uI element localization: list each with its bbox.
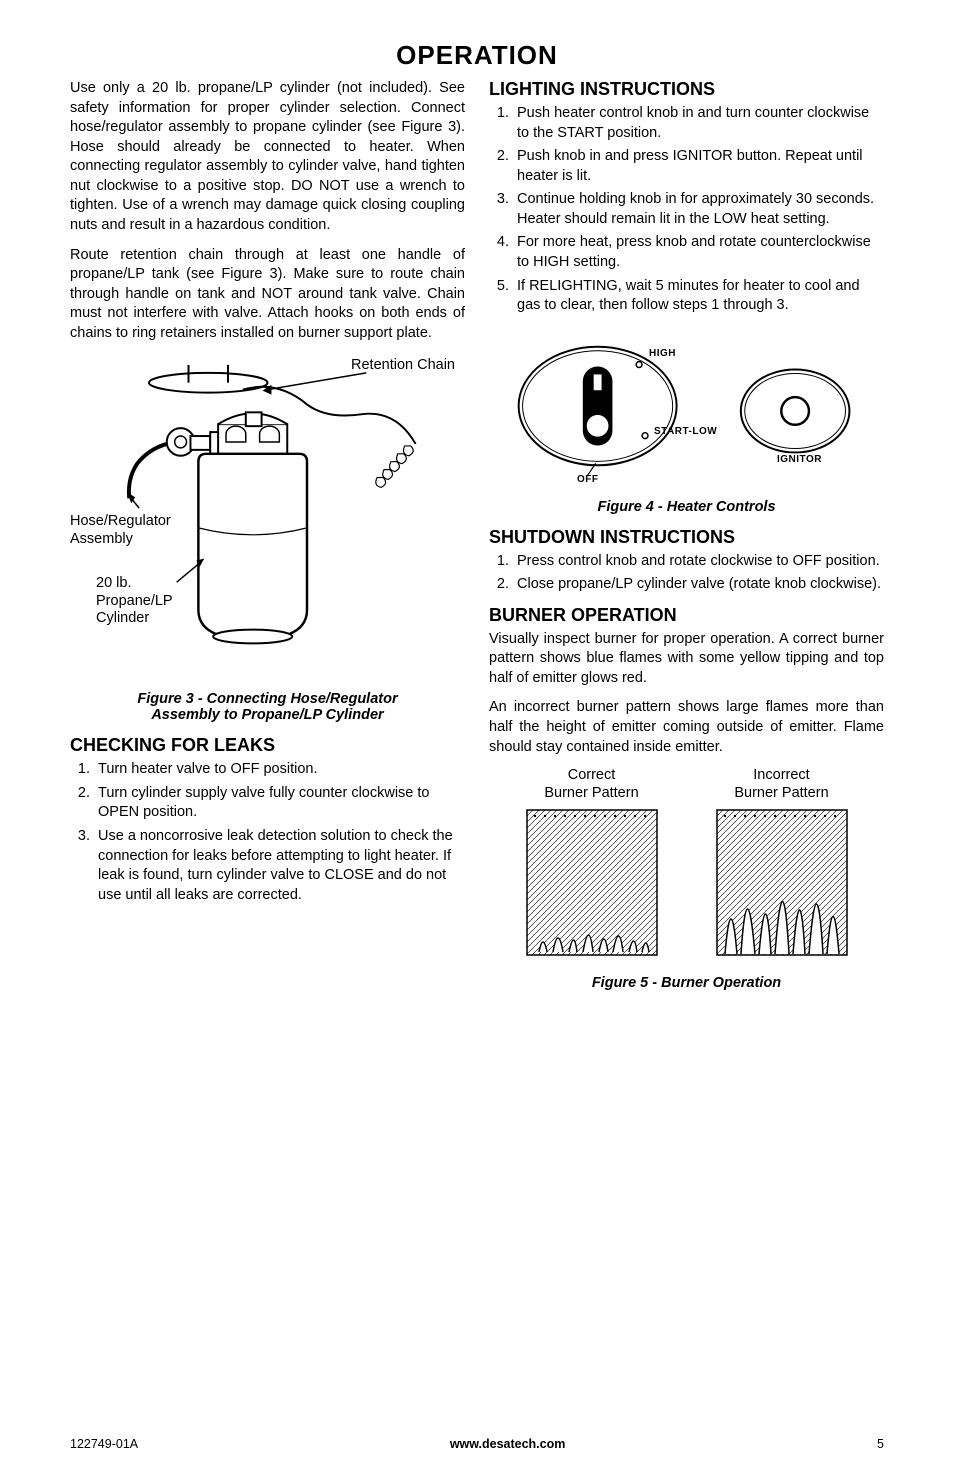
fig4-label-off: OFF [577,474,599,485]
intro-paragraph-2: Route retention chain through at least o… [70,246,465,344]
shutdown-heading: SHUTDOWN INSTRUCTIONS [489,527,884,548]
heater-controls-svg [489,326,884,491]
fig5-incorrect-label: Incorrect Burner Pattern [707,767,857,802]
fig5-correct-block: Correct Burner Pattern [517,767,667,967]
figure-3: Retention Chain Hose/Regulator Assembly … [70,353,465,683]
footer-page-number: 5 [877,1437,884,1451]
fig4-label-high: HIGH [649,348,676,359]
fig3-hose-l2: Assembly [70,531,133,547]
lighting-list: Push heater control knob in and turn cou… [489,104,884,316]
lighting-heading: LIGHTING INSTRUCTIONS [489,79,884,100]
figure-4: HIGH START-LOW OFF IGNITOR [489,326,884,491]
page-title: OPERATION [70,40,884,71]
shutdown-item-1: Press control knob and rotate clockwise … [513,552,884,572]
figure-5: Correct Burner Pattern [489,767,884,967]
leaks-list: Turn heater valve to OFF position. Turn … [70,760,465,905]
fig3-label-hose: Hose/Regulator Assembly [70,513,171,548]
shutdown-list: Press control knob and rotate clockwise … [489,552,884,595]
fig3-chain-text: Retention Chain [351,357,455,374]
fig3-cyl-l1: 20 lb. [96,575,131,591]
fig5-correct-l2: Burner Pattern [544,785,638,801]
fig4-label-startlow: START-LOW [654,426,717,437]
page-footer: 122749-01A www.desatech.com 5 [70,1437,884,1451]
fig5-correct-label: Correct Burner Pattern [517,767,667,802]
fig4-label-ignitor: IGNITOR [777,454,822,465]
shutdown-item-2: Close propane/LP cylinder valve (rotate … [513,575,884,595]
lighting-item-4: For more heat, press knob and rotate cou… [513,233,884,272]
fig5-incorrect-l2: Burner Pattern [734,785,828,801]
leaks-item-3: Use a noncorrosive leak detection soluti… [94,827,465,905]
leaks-item-2: Turn cylinder supply valve fully counter… [94,784,465,823]
fig3-cap-l1: Figure 3 - Connecting Hose/Regulator [137,691,397,707]
figure-3-caption: Figure 3 - Connecting Hose/Regulator Ass… [70,691,465,723]
intro-paragraph-1: Use only a 20 lb. propane/LP cylinder (n… [70,79,465,236]
left-column: Use only a 20 lb. propane/LP cylinder (n… [70,79,465,1003]
fig5-incorrect-block: Incorrect Burner Pattern [707,767,857,967]
fig3-cyl-l2: Propane/LP [96,593,173,609]
incorrect-pattern-svg [707,802,857,962]
burner-paragraph-1: Visually inspect burner for proper opera… [489,630,884,689]
two-column-layout: Use only a 20 lb. propane/LP cylinder (n… [70,79,884,1003]
fig5-correct-l1: Correct [568,767,616,783]
fig3-label-cyl: 20 lb. Propane/LP Cylinder [96,575,173,627]
fig3-cap-l2: Assembly to Propane/LP Cylinder [151,707,383,723]
leaks-heading: CHECKING FOR LEAKS [70,735,465,756]
fig3-cyl-l3: Cylinder [96,610,149,626]
leaks-item-1: Turn heater valve to OFF position. [94,760,465,780]
figure-5-caption: Figure 5 - Burner Operation [489,975,884,991]
correct-pattern-svg [517,802,667,962]
burner-paragraph-2: An incorrect burner pattern shows large … [489,698,884,757]
lighting-item-2: Push knob in and press IGNITOR button. R… [513,147,884,186]
fig3-hose-l1: Hose/Regulator [70,513,171,529]
lighting-item-1: Push heater control knob in and turn cou… [513,104,884,143]
figure-4-caption: Figure 4 - Heater Controls [489,499,884,515]
burner-heading: BURNER OPERATION [489,605,884,626]
fig5-incorrect-l1: Incorrect [753,767,809,783]
right-column: LIGHTING INSTRUCTIONS Push heater contro… [489,79,884,1003]
footer-manual-code: 122749-01A [70,1437,138,1451]
fig3-label-chain: Retention Chain [351,357,455,374]
footer-url: www.desatech.com [450,1437,566,1451]
lighting-item-5: If RELIGHTING, wait 5 minutes for heater… [513,277,884,316]
lighting-item-3: Continue holding knob in for approximate… [513,190,884,229]
